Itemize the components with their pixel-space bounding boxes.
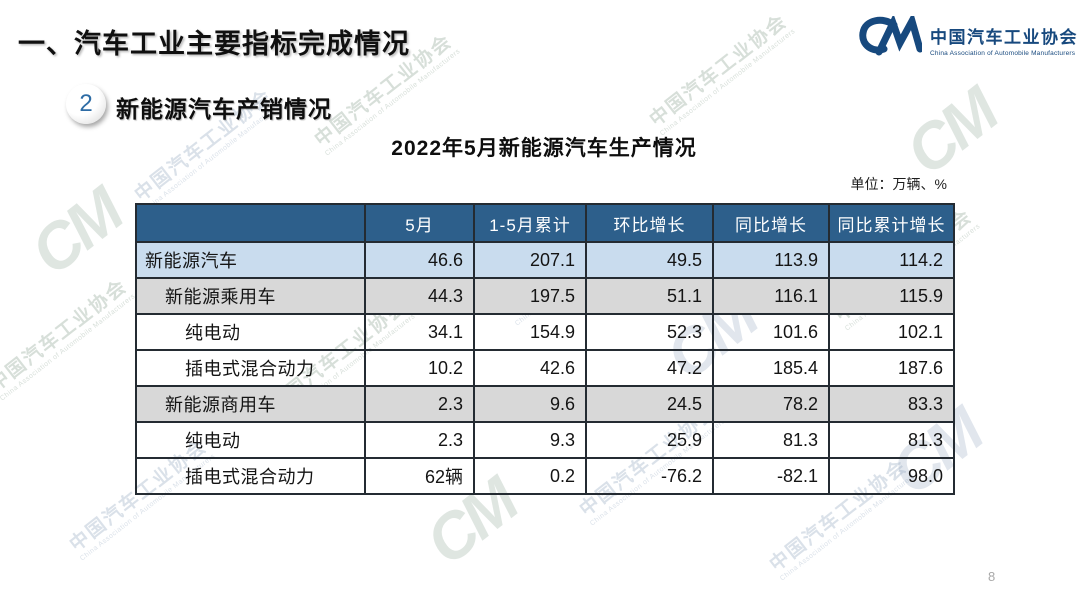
- table-cell: 42.6: [473, 349, 587, 387]
- column-header-yoy-cumulative-growth: 同比累计增长: [828, 203, 955, 243]
- table-cell: 49.5: [585, 241, 714, 279]
- table-cell: 116.1: [712, 277, 830, 315]
- table-row: 新能源乘用车 44.3 197.5 51.1 116.1 115.9: [135, 277, 955, 315]
- table-row: 插电式混合动力 10.2 42.6 47.2 185.4 187.6: [135, 349, 955, 387]
- watermark-text: 中国汽车工业协会: [0, 275, 132, 396]
- table-cell: 2.3: [364, 385, 475, 423]
- table-cell: 0.2: [473, 457, 587, 495]
- table-cell: 25.9: [585, 421, 714, 459]
- table-cell: 81.3: [828, 421, 955, 459]
- column-header-yoy-growth: 同比增长: [712, 203, 830, 243]
- table-cell: 2.3: [364, 421, 475, 459]
- watermark: 中国汽车工业协会 China Association of Automobile…: [642, 7, 797, 138]
- table-cell: 197.5: [473, 277, 587, 315]
- page-title: 一、汽车工业主要指标完成情况: [18, 29, 410, 59]
- column-header-cumulative: 1-5月累计: [473, 203, 587, 243]
- table-cell: 114.2: [828, 241, 955, 279]
- table-cell: 207.1: [473, 241, 587, 279]
- row-label: 插电式混合动力: [135, 457, 366, 495]
- table-cell: 52.3: [585, 313, 714, 351]
- caam-logo-text: 中国汽车工业协会 China Association of Automobile…: [930, 16, 1078, 57]
- table-cell: 115.9: [828, 277, 955, 315]
- column-header-category: [135, 203, 366, 243]
- row-label: 新能源商用车: [135, 385, 366, 423]
- caam-name-en: China Association of Automobile Manufact…: [930, 50, 1076, 57]
- row-label: 纯电动: [135, 313, 366, 351]
- table-cell: 154.9: [473, 313, 587, 351]
- page-number: 8: [988, 569, 996, 584]
- row-label: 插电式混合动力: [135, 349, 366, 387]
- table-cell: 83.3: [828, 385, 955, 423]
- row-label: 纯电动: [135, 421, 366, 459]
- table-cell: 9.3: [473, 421, 587, 459]
- table-row: 新能源商用车 2.3 9.6 24.5 78.2 83.3: [135, 385, 955, 423]
- table-cell: 44.3: [364, 277, 475, 315]
- table-cell: 10.2: [364, 349, 475, 387]
- row-label: 新能源乘用车: [135, 277, 366, 315]
- table-cell: 98.0: [828, 457, 955, 495]
- watermark-monogram: CM: [17, 175, 134, 289]
- table-cell: 24.5: [585, 385, 714, 423]
- caam-logo: 中国汽车工业协会 China Association of Automobile…: [856, 11, 1078, 65]
- table-row: 纯电动 2.3 9.3 25.9 81.3 81.3: [135, 421, 955, 459]
- table-cell: -82.1: [712, 457, 830, 495]
- table-header-row: 5月 1-5月累计 环比增长 同比增长 同比累计增长: [135, 203, 955, 243]
- table-row: 纯电动 34.1 154.9 52.3 101.6 102.1: [135, 313, 955, 351]
- table-row: 新能源汽车 46.6 207.1 49.5 113.9 114.2: [135, 241, 955, 279]
- table-cell: -76.2: [585, 457, 714, 495]
- section-number-badge: 2: [66, 84, 106, 124]
- table-cell: 46.6: [364, 241, 475, 279]
- table-cell: 102.1: [828, 313, 955, 351]
- table-cell: 113.9: [712, 241, 830, 279]
- table-cell: 81.3: [712, 421, 830, 459]
- table-cell: 101.6: [712, 313, 830, 351]
- section-title: 新能源汽车产销情况: [116, 96, 332, 122]
- row-label: 新能源汽车: [135, 241, 366, 279]
- caam-name-cn: 中国汽车工业协会: [930, 28, 1078, 47]
- table-cell: 47.2: [585, 349, 714, 387]
- watermark-subtext: China Association of Automobile Manufact…: [659, 27, 797, 138]
- watermark-text: 中国汽车工业协会: [646, 10, 792, 131]
- nev-production-table: 5月 1-5月累计 环比增长 同比增长 同比累计增长 新能源汽车 46.6 20…: [135, 203, 955, 495]
- table-title: 2022年5月新能源汽车生产情况: [391, 137, 697, 160]
- watermark-subtext: China Association of Automobile Manufact…: [0, 292, 137, 403]
- table-cell: 187.6: [828, 349, 955, 387]
- table-cell: 9.6: [473, 385, 587, 423]
- unit-note: 单位：万辆、%: [850, 176, 947, 192]
- table-cell: 185.4: [712, 349, 830, 387]
- table-cell: 78.2: [712, 385, 830, 423]
- table-cell: 62辆: [364, 457, 475, 495]
- caam-monogram-icon: [856, 11, 924, 65]
- table-cell: 34.1: [364, 313, 475, 351]
- table-cell: 51.1: [585, 277, 714, 315]
- table-row: 插电式混合动力 62辆 0.2 -76.2 -82.1 98.0: [135, 457, 955, 495]
- watermark: 中国汽车工业协会 China Association of Automobile…: [0, 272, 137, 403]
- column-header-may: 5月: [364, 203, 475, 243]
- column-header-mom-growth: 环比增长: [585, 203, 714, 243]
